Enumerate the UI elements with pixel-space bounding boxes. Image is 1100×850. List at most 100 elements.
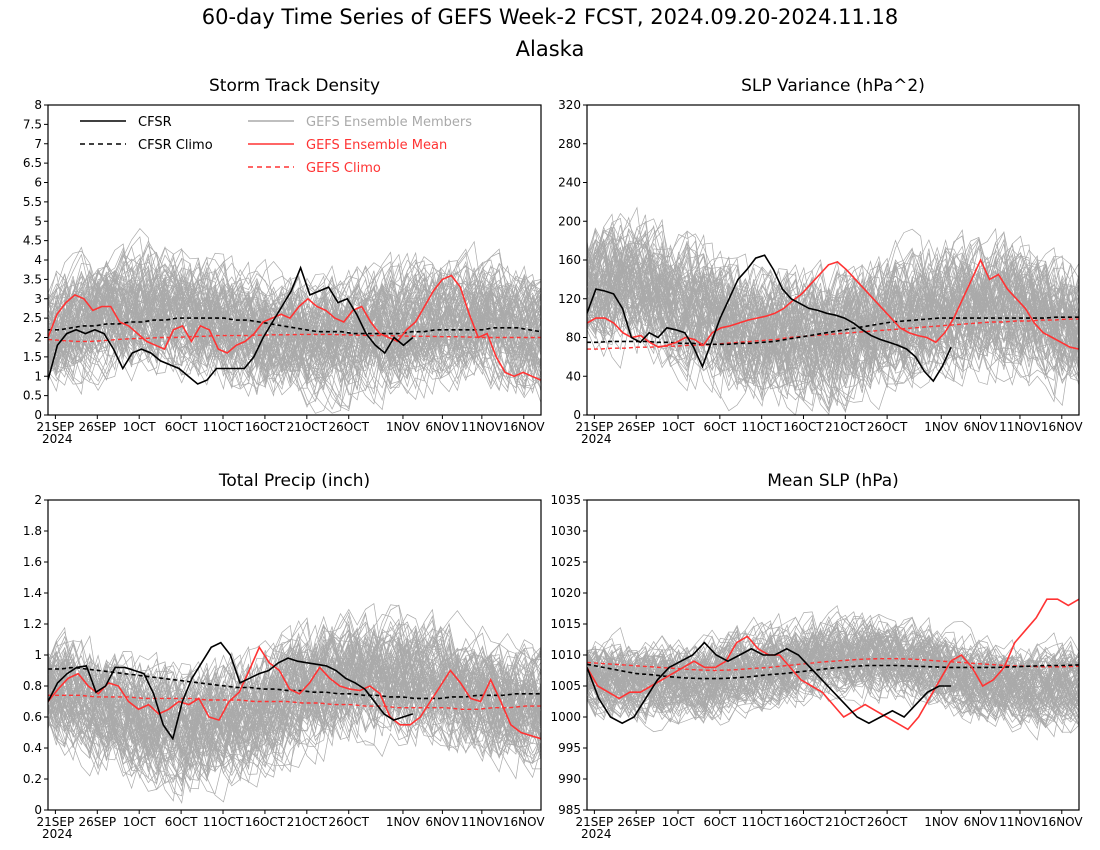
x-tick-label: 16NOV <box>1041 815 1083 829</box>
member-line <box>48 635 541 758</box>
y-tick-label: 5 <box>34 214 42 228</box>
y-tick-label: 990 <box>558 772 581 786</box>
x-tick-label: 11OCT <box>203 815 244 829</box>
panel-4: 985 990 995 1000 1005 1010 1015 1020 1025 1030 103… <box>550 471 1083 841</box>
x-tick-label: 6OCT <box>703 420 736 434</box>
member-line <box>587 630 1079 725</box>
member-line <box>48 248 541 395</box>
x-year-label: 2024 <box>581 432 612 446</box>
member-line <box>587 626 1079 701</box>
y-tick-label: 1000 <box>550 710 581 724</box>
member-line <box>48 268 541 403</box>
x-tick-label: 1OCT <box>123 815 156 829</box>
x-tick-label: 21SEP <box>37 815 75 829</box>
y-tick-label: 995 <box>558 741 581 755</box>
panel-title: Storm Track Density <box>209 76 380 96</box>
member-line <box>587 259 1079 392</box>
plot-area <box>587 598 1079 741</box>
y-tick-label: 0 <box>34 803 42 817</box>
member-line <box>587 633 1079 723</box>
member-line <box>48 604 541 779</box>
member-line <box>48 267 541 410</box>
x-tick-label: 1NOV <box>924 420 959 434</box>
member-line <box>587 614 1079 702</box>
panel-title: SLP Variance (hPa^2) <box>741 76 925 96</box>
member-line <box>48 642 541 803</box>
y-tick-label: 1.6 <box>23 555 42 569</box>
member-line <box>587 260 1079 385</box>
panel-3: 0 0.2 0.4 0.6 0.8 1 1.2 1.4 1.6 1.8 2 21SEP 26SEP 1OC… <box>23 471 545 841</box>
member-line <box>48 256 541 389</box>
y-tick-label: 1.5 <box>23 350 42 364</box>
y-tick-label: 1015 <box>550 617 581 631</box>
y-tick-label: 6.5 <box>23 156 42 170</box>
member-line <box>587 627 1079 714</box>
series-gefs-climo <box>587 658 1079 672</box>
main-subtitle: Alaska <box>515 37 585 61</box>
y-tick-label: 1.8 <box>23 524 42 538</box>
y-tick-label: 320 <box>558 98 581 112</box>
x-tick-label: 6OCT <box>703 815 736 829</box>
member-line <box>48 240 541 396</box>
y-tick-label: 1.4 <box>23 586 42 600</box>
member-line <box>587 633 1079 722</box>
series-gefs-ensemble-mean <box>48 274 541 381</box>
y-tick-label: 6 <box>34 176 42 190</box>
x-tick-label: 11NOV <box>999 815 1041 829</box>
y-tick-label: 240 <box>558 176 581 190</box>
member-line <box>587 624 1079 719</box>
x-year-label: 2024 <box>581 827 612 841</box>
x-tick-label: 1OCT <box>662 420 695 434</box>
y-tick-label: 0 <box>573 408 581 422</box>
member-line <box>587 244 1079 413</box>
member-line <box>48 260 541 384</box>
member-line <box>587 227 1079 389</box>
y-tick-label: 7.5 <box>23 117 42 131</box>
member-line <box>587 638 1079 706</box>
series-gefs-ensemble-mean <box>587 598 1079 731</box>
member-line <box>587 233 1079 405</box>
member-line <box>48 266 541 396</box>
y-tick-label: 2 <box>34 493 42 507</box>
series-cfsr-climo <box>48 317 541 335</box>
series-cfsr-climo <box>587 316 1079 346</box>
x-tick-label: 21OCT <box>825 420 866 434</box>
y-tick-label: 1020 <box>550 586 581 600</box>
y-tick-label: 7 <box>34 137 42 151</box>
member-line <box>48 624 541 766</box>
x-tick-label: 1OCT <box>662 815 695 829</box>
x-tick-label: 26OCT <box>867 420 908 434</box>
member-line <box>587 627 1079 727</box>
member-line <box>48 258 541 384</box>
panel-2: 0 40 80 120 160 200 240 280 320 21SEP 26SEP 1OCT 6OC… <box>558 76 1083 446</box>
x-year-label: 2024 <box>42 432 73 446</box>
ensemble-members <box>587 605 1079 741</box>
y-tick-label: 1030 <box>550 524 581 538</box>
legend-label-cfsr-climo: CFSR Climo <box>138 138 213 153</box>
y-tick-label: 3.5 <box>23 272 42 286</box>
plot-area <box>587 206 1079 415</box>
member-line <box>48 251 541 408</box>
member-line <box>587 256 1079 403</box>
x-tick-label: 26OCT <box>329 420 370 434</box>
y-tick-label: 0.6 <box>23 710 42 724</box>
member-line <box>48 622 541 762</box>
y-tick-label: 0.5 <box>23 389 42 403</box>
x-tick-label: 1NOV <box>924 815 959 829</box>
member-line <box>48 276 541 386</box>
legend-label-mean: GEFS Ensemble Mean <box>306 138 447 153</box>
member-line <box>587 620 1079 719</box>
x-tick-label: 11OCT <box>741 815 782 829</box>
series-gefs-ensemble-mean <box>48 645 541 740</box>
x-tick-label: 26SEP <box>78 815 116 829</box>
series-cfsr <box>587 641 952 725</box>
member-line <box>587 635 1079 722</box>
x-tick-label: 26SEP <box>78 420 116 434</box>
member-line <box>48 273 541 390</box>
x-tick-label: 11NOV <box>461 420 503 434</box>
x-tick-label: 11OCT <box>203 420 244 434</box>
y-tick-label: 40 <box>566 369 581 383</box>
x-tick-label: 16NOV <box>503 815 545 829</box>
y-tick-label: 3 <box>34 292 42 306</box>
x-tick-label: 11OCT <box>741 420 782 434</box>
